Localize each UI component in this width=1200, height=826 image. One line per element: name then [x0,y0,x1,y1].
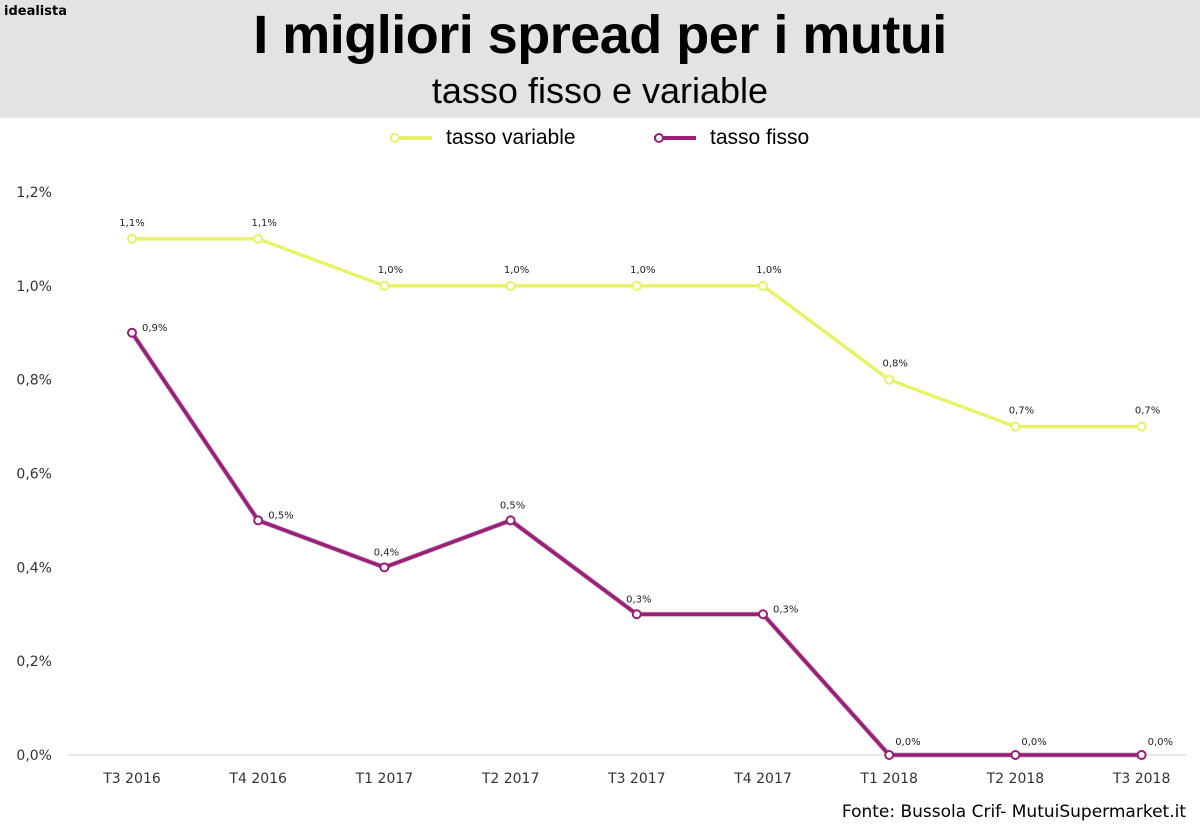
data-point-fisso [127,327,137,338]
chart-header: idealista I migliori spread per i mutui … [0,0,1200,118]
data-label-variabile: 0,8% [882,359,907,370]
legend-swatch-variabile [390,133,432,143]
data-point-variabile [631,280,642,291]
data-label-fisso: 0,9% [142,323,167,334]
data-point-variabile [127,233,137,244]
x-tick-label: T2 2018 [986,771,1045,787]
data-label-variabile: 0,7% [1009,406,1034,417]
data-label-fisso: 0,0% [895,737,920,748]
data-label-fisso: 0,5% [268,510,293,521]
x-tick-label: T1 2018 [859,771,918,787]
legend-label-variabile: tasso variable [446,126,576,149]
y-tick-label: 1,0% [16,279,52,295]
data-point-fisso [505,515,516,526]
y-tick-label: 0,2% [16,654,52,670]
data-label-fisso: 0,0% [1148,737,1173,748]
data-point-fisso [758,609,768,620]
data-label-fisso: 0,3% [626,594,651,605]
legend-label-fisso: tasso fisso [710,126,810,149]
data-point-fisso [1010,750,1021,760]
data-point-variabile [379,280,390,291]
data-label-variabile: 1,0% [504,265,529,276]
data-point-variabile [505,280,516,291]
data-point-fisso [253,515,264,526]
data-label-variabile: 0,7% [1135,406,1160,417]
data-point-variabile [1010,421,1021,432]
series-line-fisso [130,331,1142,757]
x-tick-label: T3 2018 [1112,771,1171,787]
legend-item-variabile: tasso variable [388,124,576,152]
data-point-fisso [631,609,642,620]
data-label-variabile: 1,0% [756,265,781,276]
legend-item-fisso: tasso fisso [652,124,809,152]
y-tick-label: 0,6% [16,467,52,483]
data-point-fisso [1136,750,1147,760]
source-note: Fonte: Bussola Crif- MutuiSupermarket.it [841,802,1186,822]
x-tick-label: T3 2016 [102,771,161,787]
data-label-variabile: 1,1% [251,218,276,229]
data-label-variabile: 1,0% [378,265,403,276]
legend-swatch-fisso [654,133,696,143]
data-point-variabile [253,233,264,244]
chart-legend: tasso variable tasso fisso [0,124,1200,152]
data-point-fisso [884,750,895,760]
brand-logo: idealista [4,4,67,19]
chart-subtitle: tasso fisso e variable [431,70,769,111]
y-tick-label: 0,0% [16,748,52,764]
data-point-variabile [884,374,895,385]
data-label-variabile: 1,1% [119,218,144,229]
data-label-fisso: 0,5% [500,500,525,511]
x-tick-label: T4 2017 [733,771,792,787]
chart-title: I migliori spread per i mutui [253,5,947,65]
y-tick-label: 0,4% [16,560,52,576]
data-point-fisso [379,562,390,573]
y-tick-label: 0,8% [16,373,52,389]
data-point-variabile [1136,421,1147,432]
x-tick-label: T2 2017 [481,771,540,787]
y-tick-label: 1,2% [16,185,52,201]
data-point-variabile [758,280,768,291]
x-tick-label: T4 2016 [228,771,287,787]
data-label-fisso: 0,4% [374,547,399,558]
data-label-variabile: 1,0% [630,265,655,276]
series-line-shadow-fisso [129,331,1142,758]
x-tick-label: T1 2017 [355,771,414,787]
data-label-fisso: 0,3% [773,604,798,615]
data-label-fisso: 0,0% [1021,737,1046,748]
x-tick-label: T3 2017 [607,771,666,787]
